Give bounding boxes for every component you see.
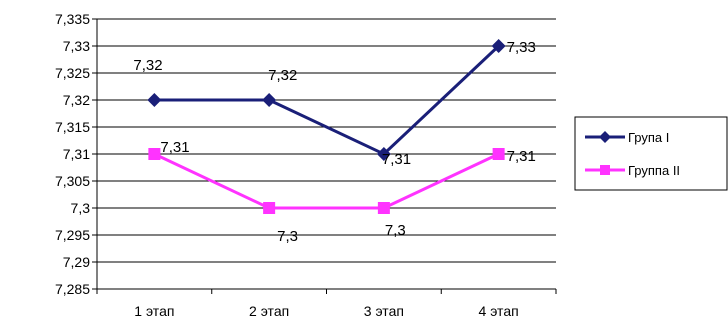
y-tick-label: 7,315 — [55, 119, 90, 135]
data-label: 7,32 — [268, 67, 297, 84]
legend: Група I Группа II — [574, 116, 728, 191]
data-label: 7,31 — [382, 151, 411, 168]
data-label: 7,3 — [277, 228, 298, 245]
data-label: 7,33 — [507, 39, 536, 56]
y-axis-ticks: 7,285 7,29 7,295 7,3 7,305 7,31 7,315 7,32 7,325… — [55, 11, 97, 297]
x-tick-label: 2 этап — [249, 303, 289, 319]
x-tick-label: 1 этап — [134, 303, 174, 319]
point-marker-1 — [491, 39, 506, 53]
y-tick-label: 7,29 — [63, 254, 90, 270]
legend-marker — [599, 131, 611, 143]
data-label: 7,32 — [133, 57, 162, 74]
y-tick-label: 7,31 — [63, 146, 90, 162]
legend-marker — [600, 165, 610, 175]
legend-label: Група I — [628, 130, 669, 145]
series-layer — [147, 39, 506, 214]
y-tick-label: 7,3 — [71, 200, 91, 216]
legend-box — [574, 116, 728, 191]
data-label: 7,3 — [385, 222, 406, 239]
point-marker-2 — [263, 202, 276, 214]
x-tick-label: 4 этап — [479, 303, 519, 319]
point-marker-2 — [492, 148, 505, 160]
x-tick-label: 3 этап — [364, 303, 404, 319]
y-tick-label: 7,305 — [55, 173, 90, 189]
y-tick-label: 7,33 — [63, 38, 90, 54]
series-line-2 — [153, 152, 500, 210]
point-marker-1 — [147, 93, 162, 107]
point-marker-2 — [148, 148, 161, 160]
data-labels: 7,32 7,32 7,31 7,33 7,31 7,3 7,3 7,31 — [133, 39, 535, 245]
point-marker-1 — [376, 147, 391, 161]
point-marker-1 — [262, 93, 277, 107]
series-line-1 — [154, 44, 500, 156]
y-tick-label: 7,285 — [55, 281, 90, 297]
data-label: 7,31 — [160, 139, 189, 156]
y-tick-label: 7,325 — [55, 65, 90, 81]
y-tick-label: 7,32 — [63, 92, 90, 108]
y-tick-label: 7,335 — [55, 11, 90, 27]
x-axis-ticks: 1 этап 2 этап 3 этап 4 этап — [96, 289, 557, 319]
data-label: 7,31 — [507, 148, 536, 165]
point-marker-2 — [377, 202, 390, 214]
legend-label: Группа II — [628, 163, 680, 178]
y-tick-label: 7,295 — [55, 227, 90, 243]
